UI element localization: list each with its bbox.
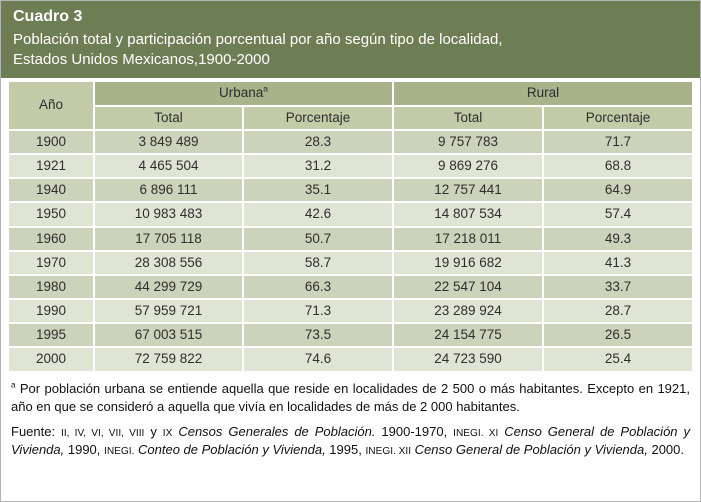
urbana-total-cell: 4 465 504	[94, 154, 242, 178]
table-row: 1970 28 308 556 58.7 19 916 682 41.3	[8, 251, 692, 274]
year-cell: 2000	[8, 348, 93, 371]
urbana-percent-cell: 66.3	[243, 275, 392, 299]
urbana-percent-header: Porcentaje	[243, 106, 392, 129]
urbana-total-cell: 3 849 489	[94, 130, 242, 153]
urbana-total-cell: 28 308 556	[94, 251, 242, 274]
year-cell: 1960	[8, 227, 93, 250]
source-segment: Censo General de Población y Vivienda,	[411, 442, 648, 457]
subheader-row: Total Porcentaje Total Porcentaje	[9, 106, 692, 129]
urbana-total-cell: 44 299 729	[94, 275, 242, 299]
table-row: 1960 17 705 118 50.7 17 218 011 49.3	[8, 227, 692, 250]
rural-percent-cell: 64.9	[543, 179, 692, 202]
rural-percent-cell: 71.7	[543, 130, 692, 153]
rural-total-cell: 24 154 775	[393, 324, 542, 347]
rural-total-cell: 24 723 590	[393, 348, 542, 371]
year-cell: 1950	[8, 203, 93, 226]
rural-percent-cell: 28.7	[543, 300, 692, 323]
rural-total-cell: 12 757 441	[393, 179, 542, 202]
rural-total-cell: 22 547 104	[393, 275, 542, 299]
table-row: 2000 72 759 822 74.6 24 723 590 25.4	[8, 348, 692, 371]
year-cell: 1940	[8, 179, 93, 202]
table-row: 1995 67 003 515 73.5 24 154 775 26.5	[8, 324, 692, 347]
rural-percent-cell: 57.4	[543, 203, 692, 226]
footnote-text: a Por población urbana se entiende aquel…	[11, 380, 690, 417]
rural-percent-cell: 49.3	[543, 227, 692, 250]
source-segment: IX	[162, 427, 173, 439]
urbana-percent-cell: 73.5	[243, 324, 392, 347]
urbana-percent-cell: 42.6	[243, 203, 392, 226]
notes-section: a Por población urbana se entiende aquel…	[1, 373, 700, 460]
table-row: 1990 57 959 721 71.3 23 289 924 28.7	[8, 300, 692, 323]
source-segment: 2000.	[647, 442, 685, 457]
year-cell: 1980	[8, 275, 93, 299]
table-header-band: Cuadro 3 Población total y participación…	[1, 1, 700, 79]
table-row: 1980 44 299 729 66.3 22 547 104 33.7	[8, 275, 692, 299]
year-cell: 1970	[8, 251, 93, 274]
table-number: Cuadro 3	[13, 8, 83, 25]
population-table: Año Urbanaa Rural Total Porcentaje Total…	[7, 80, 694, 372]
source-segment: INEGI.	[365, 446, 396, 457]
source-segment: 1990,	[64, 442, 105, 457]
source-segment: XII	[395, 446, 412, 457]
source-segment: Censo General de Población y Vivienda,	[11, 423, 690, 457]
urbana-total-header: Total	[94, 106, 242, 129]
source-segment: 1995,	[325, 442, 366, 457]
urbana-total-cell: 10 983 483	[94, 203, 242, 226]
source-segment: INEGI.	[453, 427, 484, 439]
year-column-header: Año	[8, 82, 93, 129]
urbana-percent-cell: 74.6	[243, 348, 392, 371]
source-segment: Fuente:	[11, 423, 62, 439]
group-header-row: Año Urbanaa Rural	[8, 82, 692, 129]
rural-percent-cell: 25.4	[543, 348, 692, 371]
rural-total-cell: 9 757 783	[393, 130, 542, 153]
table-row: 1950 10 983 483 42.6 14 807 534 57.4	[8, 203, 692, 226]
rural-percent-cell: 41.3	[543, 251, 692, 274]
year-cell: 1921	[8, 154, 93, 178]
rural-percent-cell: 33.7	[543, 275, 692, 299]
table-title: Población total y participación porcentu…	[13, 31, 503, 68]
table-row: 1921 4 465 504 31.2 9 869 276 68.8	[8, 154, 692, 178]
source-segment: INEGI.	[104, 446, 135, 457]
footnote-marker: a	[11, 380, 16, 390]
rural-percent-cell: 68.8	[543, 154, 692, 178]
source-segment: II, IV, VI, VII, VIII	[61, 427, 145, 439]
footnote-body: Por población urbana se entiende aquella…	[11, 380, 690, 415]
footnote-marker-sup: a	[263, 83, 268, 94]
urbana-percent-cell: 28.3	[243, 130, 392, 153]
urbana-percent-cell: 31.2	[243, 154, 392, 178]
rural-total-cell: 17 218 011	[393, 227, 542, 250]
year-cell: 1995	[8, 324, 93, 347]
urbana-percent-cell: 58.7	[243, 251, 392, 274]
year-cell: 1990	[8, 300, 93, 323]
rural-total-cell: 9 869 276	[393, 154, 542, 178]
table-row: 1900 3 849 489 28.3 9 757 783 71.7	[8, 130, 692, 153]
rural-total-cell: 19 916 682	[393, 251, 542, 274]
rural-percent-cell: 26.5	[543, 324, 692, 347]
table-row: 1940 6 896 111 35.1 12 757 441 64.9	[8, 179, 692, 202]
urbana-group-header: Urbanaa	[94, 82, 392, 105]
rural-percent-header: Porcentaje	[543, 106, 692, 129]
urbana-percent-cell: 35.1	[243, 179, 392, 202]
urbana-total-cell: 6 896 111	[94, 179, 242, 202]
urbana-total-cell: 67 003 515	[94, 324, 242, 347]
year-cell: 1900	[8, 130, 93, 153]
urbana-group-label: Urbana	[219, 85, 264, 101]
urbana-percent-cell: 50.7	[243, 227, 392, 250]
rural-group-header: Rural	[393, 82, 692, 105]
source-segment: XI	[483, 427, 499, 439]
urbana-total-cell: 17 705 118	[94, 227, 242, 250]
urbana-total-cell: 57 959 721	[94, 300, 242, 323]
rural-total-cell: 14 807 534	[393, 203, 542, 226]
source-segment: Conteo de Población y Vivienda,	[134, 442, 326, 457]
source-segment: y	[144, 423, 163, 439]
urbana-percent-cell: 71.3	[243, 300, 392, 323]
source-segment: 1900-1970,	[375, 423, 454, 439]
urbana-total-cell: 72 759 822	[94, 348, 242, 371]
rural-total-cell: 23 289 924	[393, 300, 542, 323]
source-text: Fuente: II, IV, VI, VII, VIII y IX Censo…	[11, 423, 690, 460]
rural-total-header: Total	[393, 106, 542, 129]
source-segment: Censos Generales de Población.	[172, 423, 376, 439]
